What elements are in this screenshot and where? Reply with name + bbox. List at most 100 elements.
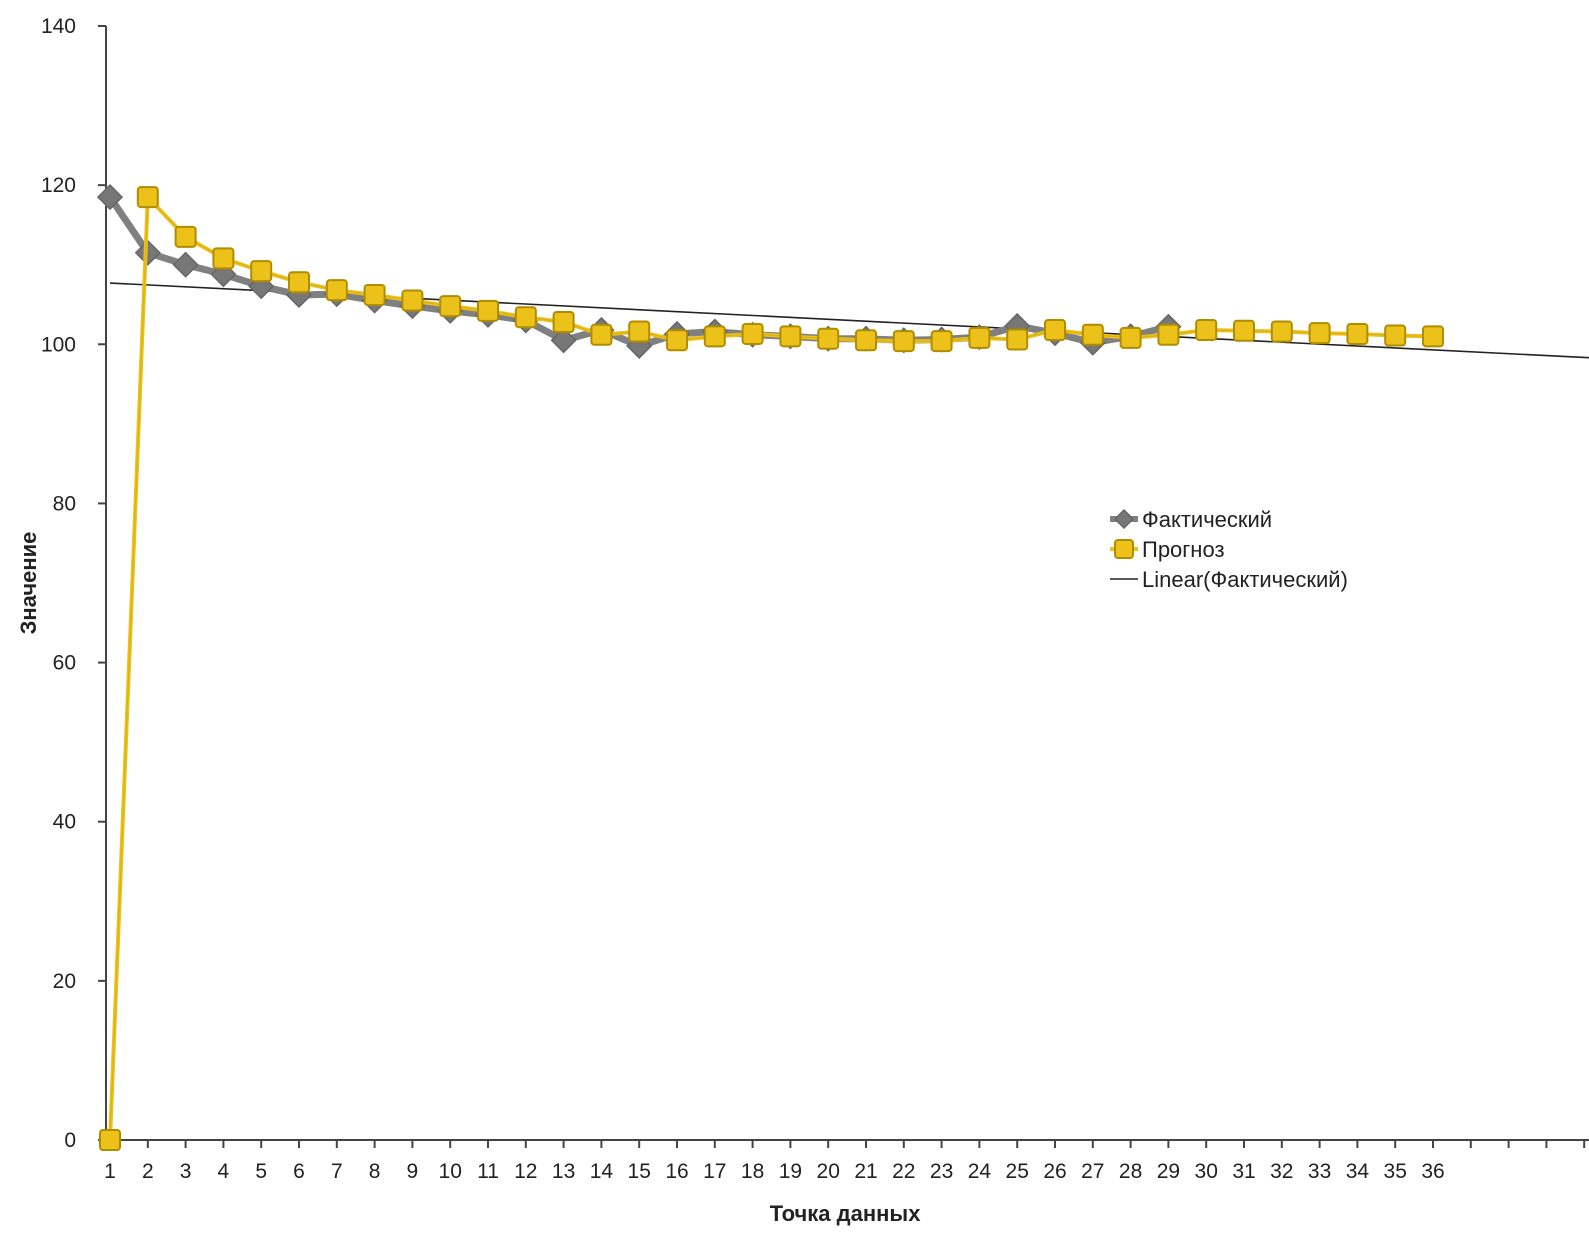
x-tick-label: 12 — [514, 1160, 537, 1183]
y-tick-label: 0 — [64, 1129, 76, 1152]
legend-label: Linear(Фактический) — [1142, 567, 1348, 592]
x-tick-label: 22 — [892, 1160, 915, 1183]
data-point — [250, 260, 273, 283]
y-tick-label: 60 — [53, 652, 76, 675]
data-point — [96, 184, 124, 211]
x-tick-label: 4 — [218, 1160, 230, 1183]
x-tick-label: 30 — [1195, 1160, 1218, 1183]
data-point — [1346, 322, 1369, 345]
data-point — [1384, 324, 1407, 347]
x-tick-label: 16 — [665, 1160, 688, 1183]
data-point — [325, 279, 348, 302]
x-tick-label: 23 — [930, 1160, 953, 1183]
data-point — [439, 295, 462, 318]
data-point — [514, 306, 537, 329]
series-layer — [96, 184, 1444, 1151]
data-point — [1081, 323, 1104, 346]
data-point — [1195, 318, 1218, 341]
x-tick-label: 10 — [439, 1160, 462, 1183]
data-point — [1308, 322, 1331, 345]
x-tick-label: 1 — [104, 1160, 116, 1183]
data-point — [1006, 328, 1029, 351]
x-tick-label: 20 — [817, 1160, 840, 1183]
y-tick-label: 140 — [41, 15, 76, 38]
x-tick-label: 29 — [1157, 1160, 1180, 1183]
y-tick-label: 100 — [41, 333, 76, 356]
axes-layer — [98, 25, 1589, 1148]
data-point — [212, 247, 235, 270]
data-point — [363, 283, 386, 306]
data-point — [174, 225, 197, 248]
x-tick-label: 18 — [741, 1160, 764, 1183]
data-point — [136, 186, 159, 209]
x-tick-label: 27 — [1081, 1160, 1104, 1183]
legend-item: Linear(Фактический) — [1110, 567, 1348, 592]
y-tick-label: 40 — [53, 811, 76, 834]
data-point — [628, 320, 651, 343]
x-tick-label: 32 — [1270, 1160, 1293, 1183]
y-axis-title: Значение — [16, 532, 41, 635]
data-point — [1270, 320, 1293, 343]
data-point — [401, 289, 424, 312]
x-tick-label: 6 — [293, 1160, 305, 1183]
data-point — [99, 1129, 121, 1151]
y-tick-label: 80 — [53, 492, 76, 515]
legend-swatch-marker — [1113, 508, 1135, 530]
x-tick-label: 7 — [331, 1160, 343, 1183]
data-point — [288, 271, 310, 294]
series-forecast — [99, 186, 1444, 1151]
data-point — [666, 329, 688, 352]
data-point — [550, 327, 577, 354]
x-tick-label: 14 — [590, 1160, 614, 1183]
y-tick-label: 120 — [41, 174, 76, 197]
data-point — [552, 311, 575, 334]
x-tick-label: 36 — [1421, 1160, 1444, 1183]
legend-label: Фактический — [1142, 507, 1272, 532]
x-tick-label: 11 — [477, 1160, 499, 1183]
data-point — [477, 299, 499, 322]
x-tick-label: 33 — [1308, 1160, 1331, 1183]
x-tick-label: 2 — [142, 1160, 154, 1183]
x-tick-label: 5 — [255, 1160, 267, 1183]
x-tick-label: 21 — [854, 1160, 877, 1183]
x-tick-label: 31 — [1232, 1160, 1255, 1183]
x-tick-label: 13 — [552, 1160, 575, 1183]
data-point — [741, 322, 764, 345]
data-point — [930, 330, 953, 353]
data-point — [892, 330, 915, 353]
data-point — [779, 325, 802, 348]
data-point — [1157, 323, 1180, 346]
legend-item: Фактический — [1110, 507, 1272, 532]
data-point — [1044, 318, 1066, 341]
data-point — [1233, 319, 1255, 342]
data-point — [968, 326, 991, 349]
legend-item: Прогноз — [1110, 537, 1225, 562]
data-point — [703, 325, 726, 348]
data-point — [855, 329, 877, 352]
x-tick-label: 34 — [1346, 1160, 1370, 1183]
x-axis-title: Точка данных — [770, 1201, 922, 1226]
x-tick-label: 35 — [1384, 1160, 1407, 1183]
data-point — [817, 327, 840, 350]
x-tick-label: 24 — [968, 1160, 992, 1183]
x-tick-label: 19 — [779, 1160, 802, 1183]
data-point — [590, 323, 613, 346]
x-tick-label: 25 — [1006, 1160, 1029, 1183]
data-point — [1119, 326, 1142, 349]
x-tick-label: 26 — [1043, 1160, 1066, 1183]
x-tick-label: 9 — [407, 1160, 419, 1183]
legend-swatch-marker — [1114, 539, 1134, 559]
x-tick-label: 17 — [703, 1160, 726, 1183]
data-point — [134, 239, 161, 266]
legend-label: Прогноз — [1142, 537, 1225, 562]
data-point — [172, 251, 199, 278]
x-tick-label: 3 — [180, 1160, 192, 1183]
y-tick-label: 20 — [53, 970, 76, 993]
x-tick-label: 28 — [1119, 1160, 1142, 1183]
x-tick-label: 8 — [369, 1160, 381, 1183]
data-point — [1422, 325, 1444, 348]
legend: Фактический Прогноз Linear(Фактический) — [1110, 507, 1348, 592]
x-tick-label: 15 — [628, 1160, 651, 1183]
